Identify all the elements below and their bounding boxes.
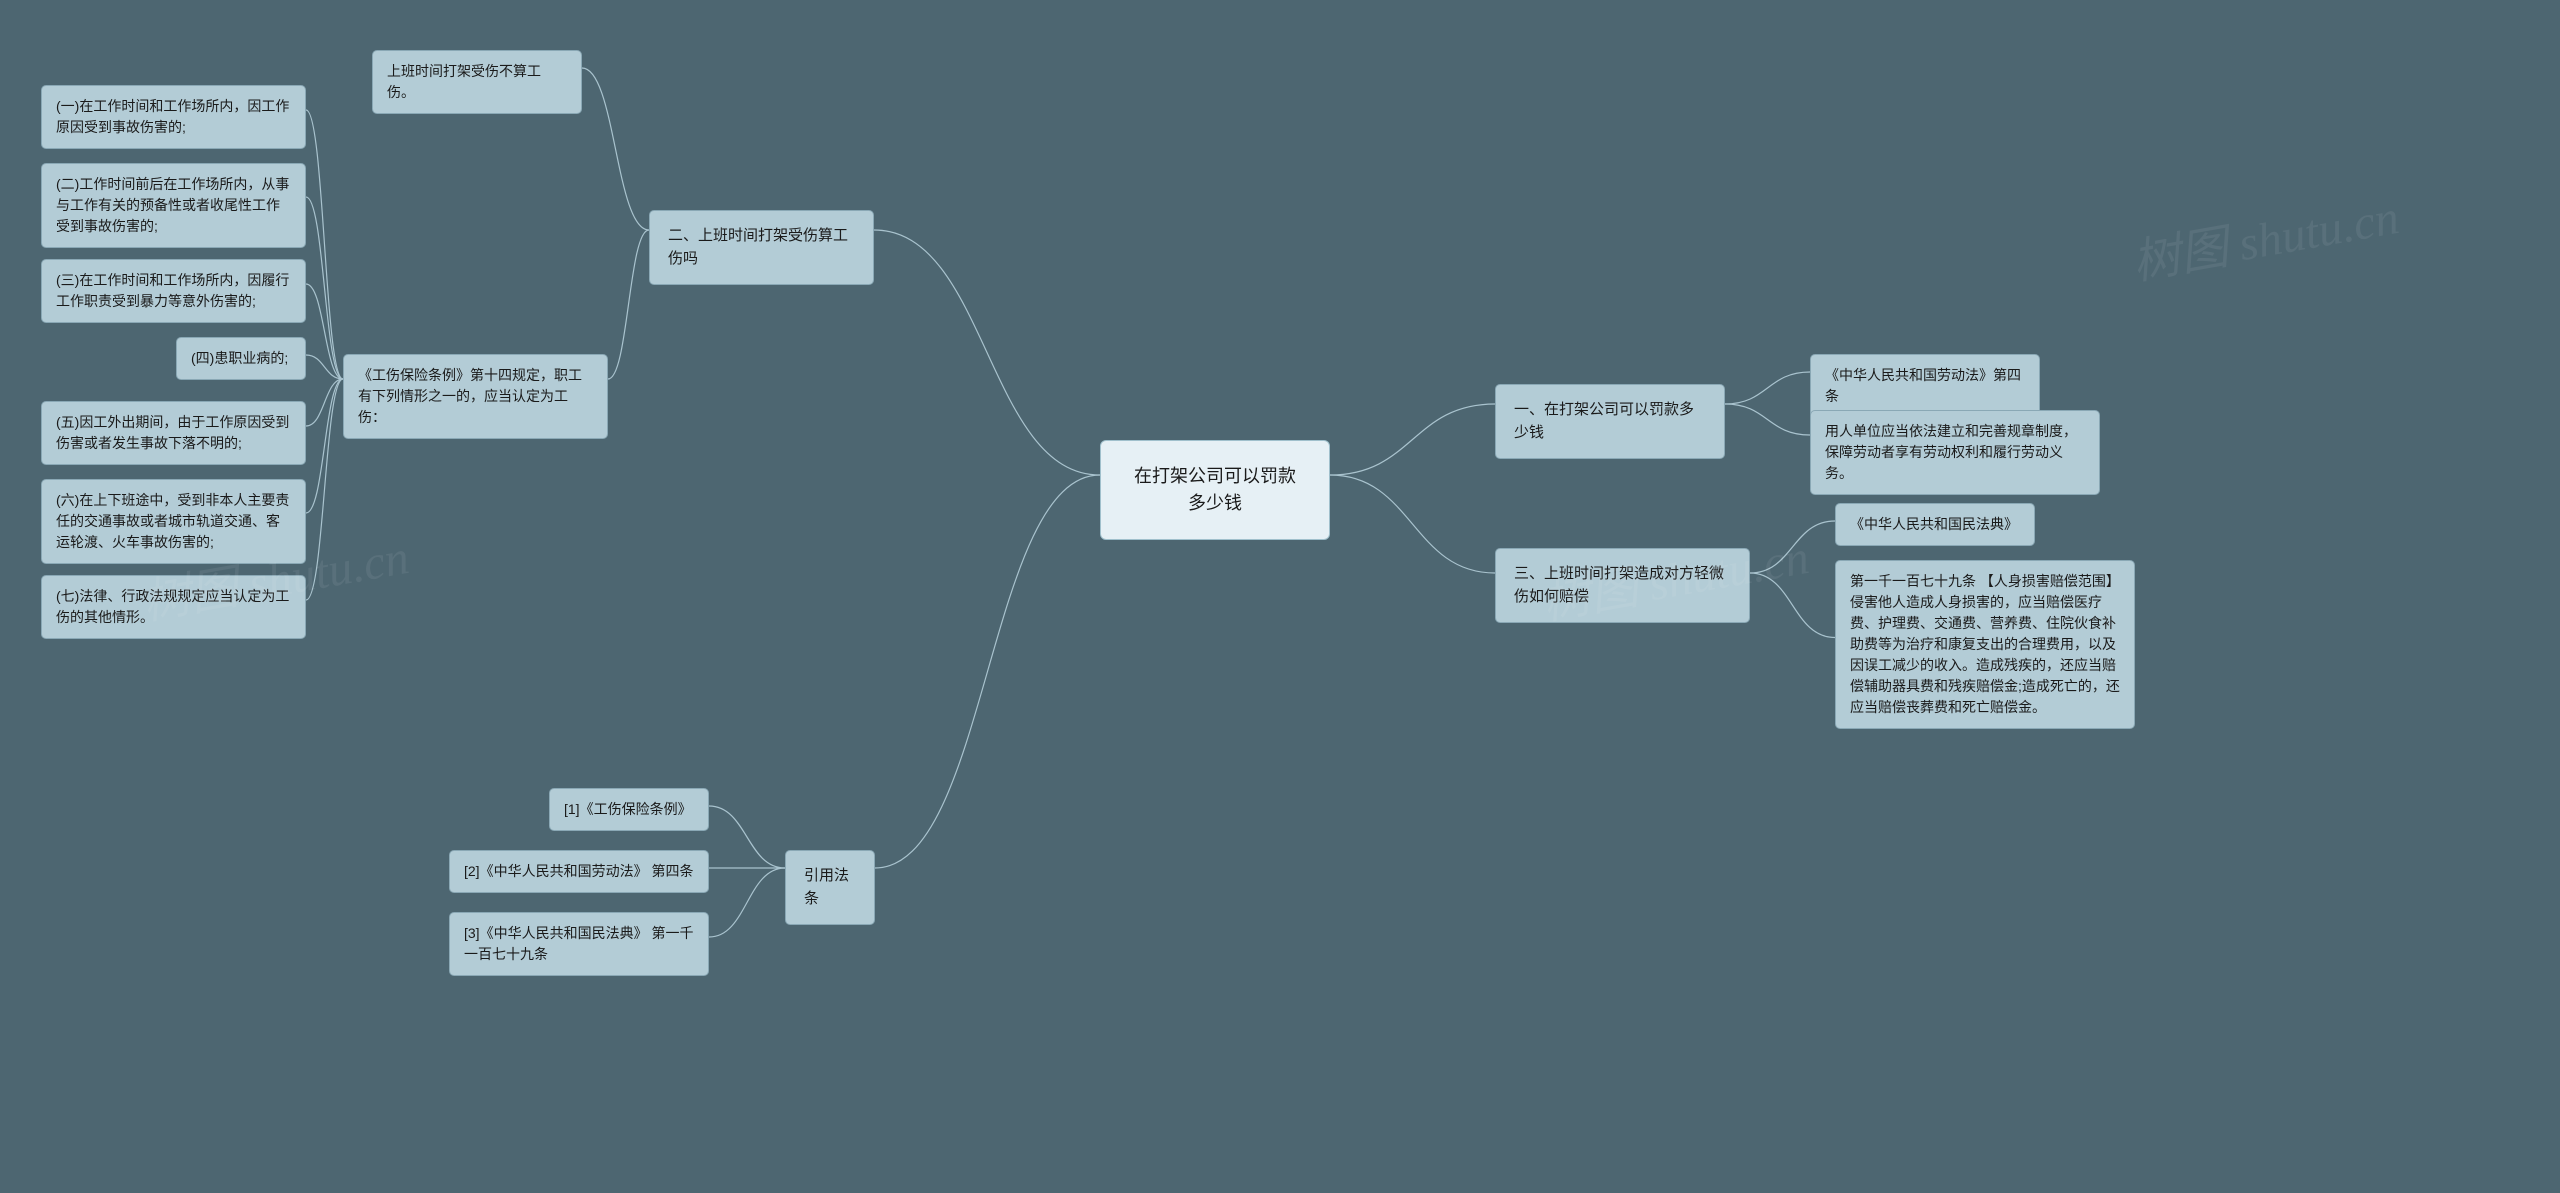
mindmap-node: (五)因工外出期间，由于工作原因受到伤害或者发生事故下落不明的; bbox=[41, 401, 306, 465]
mindmap-node: 《工伤保险条例》第十四规定，职工有下列情形之一的，应当认定为工伤： bbox=[343, 354, 608, 439]
mindmap-node: 二、上班时间打架受伤算工伤吗 bbox=[649, 210, 874, 285]
mindmap-node: 三、上班时间打架造成对方轻微伤如何赔偿 bbox=[1495, 548, 1750, 623]
mindmap-node: (一)在工作时间和工作场所内，因工作原因受到事故伤害的; bbox=[41, 85, 306, 149]
mindmap-node: (二)工作时间前后在工作场所内，从事与工作有关的预备性或者收尾性工作受到事故伤害… bbox=[41, 163, 306, 248]
mindmap-node: 《中华人民共和国劳动法》第四条 bbox=[1810, 354, 2040, 418]
mindmap-node: 第一千一百七十九条 【人身损害赔偿范围】侵害他人造成人身损害的，应当赔偿医疗费、… bbox=[1835, 560, 2135, 729]
mindmap-node: 用人单位应当依法建立和完善规章制度，保障劳动者享有劳动权利和履行劳动义务。 bbox=[1810, 410, 2100, 495]
mindmap-node: (三)在工作时间和工作场所内，因履行工作职责受到暴力等意外伤害的; bbox=[41, 259, 306, 323]
watermark: 树图 shutu.cn bbox=[2126, 177, 2403, 293]
mindmap-node: 在打架公司可以罚款多少钱 bbox=[1100, 440, 1330, 540]
mindmap-node: 一、在打架公司可以罚款多少钱 bbox=[1495, 384, 1725, 459]
mindmap-node: 《中华人民共和国民法典》 bbox=[1835, 503, 2035, 546]
mindmap-node: (七)法律、行政法规规定应当认定为工伤的其他情形。 bbox=[41, 575, 306, 639]
mindmap-node: 上班时间打架受伤不算工伤。 bbox=[372, 50, 582, 114]
connector-layer bbox=[0, 0, 2560, 1193]
mindmap-node: 引用法条 bbox=[785, 850, 875, 925]
mindmap-node: [1]《工伤保险条例》 bbox=[549, 788, 709, 831]
mindmap-node: [3]《中华人民共和国民法典》 第一千一百七十九条 bbox=[449, 912, 709, 976]
mindmap-node: (四)患职业病的; bbox=[176, 337, 306, 380]
mindmap-node: [2]《中华人民共和国劳动法》 第四条 bbox=[449, 850, 709, 893]
mindmap-node: (六)在上下班途中，受到非本人主要责任的交通事故或者城市轨道交通、客运轮渡、火车… bbox=[41, 479, 306, 564]
